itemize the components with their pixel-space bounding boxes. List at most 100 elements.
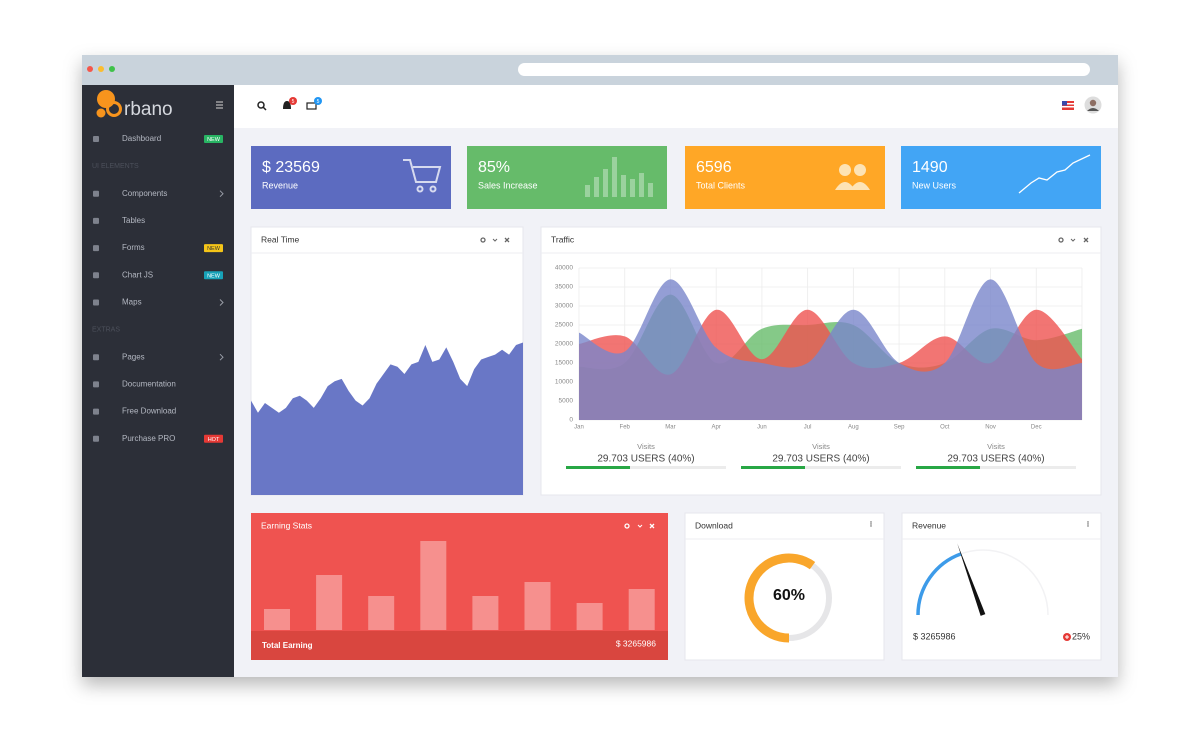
bars-icon xyxy=(603,169,608,197)
mail-icon[interactable] xyxy=(306,102,317,110)
menu-item[interactable]: Chart JS xyxy=(122,270,153,279)
menu-item[interactable]: Components xyxy=(122,189,167,198)
revenue-amount: $ 3265986 xyxy=(913,631,956,641)
close-icon[interactable] xyxy=(649,523,655,529)
flag-icon[interactable] xyxy=(1062,101,1074,110)
stat-label: Total Clients xyxy=(696,180,746,190)
panel-title: Revenue xyxy=(912,520,946,530)
menu-item[interactable]: Forms xyxy=(122,243,145,252)
clients-icon xyxy=(850,182,870,190)
y-tick-label: 15000 xyxy=(555,360,573,367)
stat-value: 1490 xyxy=(912,159,948,176)
logo-mark xyxy=(96,108,106,118)
bars-icon xyxy=(594,177,599,197)
visits-value: 29.703 USERS (40%) xyxy=(947,454,1044,465)
bars-icon xyxy=(585,185,590,197)
menu-badge xyxy=(204,271,223,280)
y-tick-label: 35000 xyxy=(555,284,573,291)
close-icon[interactable] xyxy=(504,237,510,243)
x-tick-label: Jan xyxy=(574,425,584,431)
earning-bar xyxy=(316,575,343,630)
traffic-area xyxy=(579,279,1082,420)
panel-title: Traffic xyxy=(551,234,575,244)
collapse-icon[interactable] xyxy=(637,524,643,528)
menu-icon xyxy=(93,217,99,224)
collapse-icon[interactable] xyxy=(1070,238,1076,242)
x-tick-label: Jul xyxy=(804,425,812,431)
menu-icon xyxy=(93,381,99,388)
revenue-change: 25% xyxy=(1072,631,1090,641)
window-dot xyxy=(87,66,93,72)
more-icon[interactable] xyxy=(870,525,872,527)
notification-badge xyxy=(289,97,297,105)
progress-bar xyxy=(916,466,980,469)
menu-icon xyxy=(93,354,99,361)
logo-mark xyxy=(106,101,122,117)
message-count: 5 xyxy=(317,99,320,105)
menu-icon xyxy=(93,435,99,442)
bars-icon xyxy=(639,173,644,197)
more-icon[interactable] xyxy=(870,523,872,525)
earning-bar xyxy=(472,596,499,630)
badge-text: HOT xyxy=(208,437,220,443)
notification-count: 5 xyxy=(292,99,295,105)
address-bar[interactable] xyxy=(518,63,1090,76)
x-tick-label: Feb xyxy=(620,425,631,431)
bars-icon xyxy=(648,183,653,197)
menu-item[interactable]: Tables xyxy=(122,216,145,225)
clients-icon xyxy=(835,182,855,190)
donut-label: 60% xyxy=(773,587,805,604)
menu-icon xyxy=(93,136,99,142)
logo-mark xyxy=(97,90,115,108)
bars-icon xyxy=(621,175,626,197)
bell-icon[interactable] xyxy=(283,101,291,109)
avatar[interactable] xyxy=(1084,96,1102,114)
menu-icon xyxy=(93,408,99,415)
menu-item[interactable]: Purchase PRO xyxy=(122,434,175,443)
submenu-arrow xyxy=(219,190,224,198)
x-tick-label: Apr xyxy=(712,425,721,431)
settings-icon[interactable] xyxy=(480,237,486,243)
more-icon[interactable] xyxy=(1087,525,1089,527)
progress-bar xyxy=(566,466,630,469)
settings-icon[interactable] xyxy=(624,523,630,529)
settings-icon[interactable] xyxy=(1058,237,1064,243)
window-dot xyxy=(98,66,104,72)
badge-text: NEW xyxy=(207,137,221,143)
bars-icon xyxy=(612,157,617,197)
clients-icon xyxy=(854,164,866,176)
gauge-arc xyxy=(916,552,962,616)
message-badge xyxy=(314,97,322,105)
menu-heading: UI ELEMENTS xyxy=(92,163,139,170)
menu-item[interactable]: Dashboard xyxy=(122,134,161,143)
more-icon[interactable] xyxy=(1087,521,1089,523)
bars-icon xyxy=(630,179,635,197)
more-icon[interactable] xyxy=(1087,523,1089,525)
menu-item[interactable]: Free Download xyxy=(122,407,176,416)
clients-icon xyxy=(839,164,851,176)
submenu-arrow xyxy=(219,353,224,361)
menu-toggle[interactable] xyxy=(216,101,223,109)
badge-text: NEW xyxy=(207,246,221,252)
close-icon[interactable] xyxy=(1083,237,1089,243)
collapse-icon[interactable] xyxy=(492,238,498,242)
menu-item[interactable]: Pages xyxy=(122,352,145,361)
menu-item[interactable]: Documentation xyxy=(122,380,176,389)
stat-card xyxy=(251,146,451,209)
stat-card xyxy=(685,146,885,209)
more-icon[interactable] xyxy=(870,521,872,523)
x-tick-label: Sep xyxy=(894,425,905,431)
y-tick-label: 25000 xyxy=(555,322,573,329)
x-tick-label: Dec xyxy=(1031,425,1042,431)
cart-icon xyxy=(429,185,437,193)
earning-bar xyxy=(264,609,290,630)
earning-bar xyxy=(368,596,395,630)
panel-title: Download xyxy=(695,520,733,530)
y-tick-label: 10000 xyxy=(555,379,573,386)
menu-item[interactable]: Maps xyxy=(122,298,142,307)
stat-label: New Users xyxy=(912,180,957,190)
menu-icon xyxy=(93,272,99,279)
search-icon[interactable] xyxy=(257,101,267,111)
